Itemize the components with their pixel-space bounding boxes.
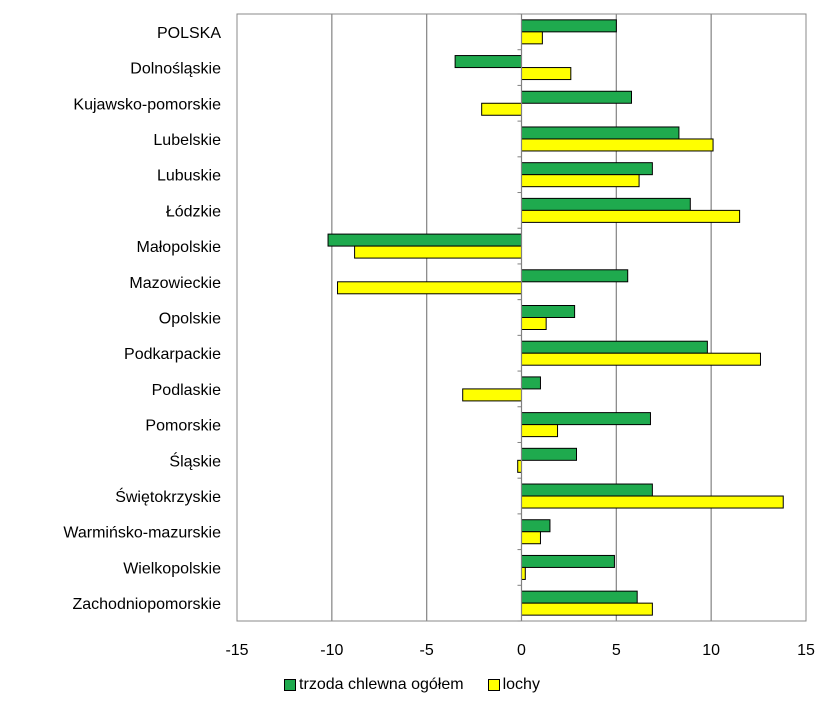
bar-series-1	[521, 31, 543, 45]
x-tick-label: -10	[320, 642, 343, 659]
bar-series-1	[521, 67, 572, 81]
zero-axis	[517, 13, 523, 622]
category-label: Pomorskie	[145, 418, 221, 435]
bar-series-0	[521, 376, 541, 390]
category-label: Warmińsko-mazurskie	[63, 525, 221, 542]
category-label: Małopolskie	[137, 239, 222, 256]
bar-series-0	[521, 590, 638, 604]
bar-series-0	[327, 233, 523, 247]
x-tick-label: 5	[612, 642, 621, 659]
bar-series-1	[521, 495, 784, 509]
category-label: Dolnośląskie	[130, 61, 221, 78]
category-label: Łódzkie	[166, 203, 221, 220]
legend-swatch-series-0	[284, 679, 297, 691]
bar-series-0	[521, 19, 617, 33]
bar-series-1	[521, 352, 761, 366]
bars	[327, 19, 784, 616]
bar-series-0	[521, 412, 651, 426]
x-tick-label: 0	[517, 642, 526, 659]
category-labels: POLSKA Dolnośląskie Kujawsko-pomorskie Lube…	[63, 25, 221, 613]
legend-item-series-1: lochy	[487, 676, 540, 694]
bar-series-0	[521, 162, 653, 176]
bar-series-0	[521, 90, 633, 104]
bar-series-1	[521, 531, 541, 545]
x-tick-label: -15	[225, 642, 248, 659]
category-label: Zachodniopomorskie	[72, 596, 221, 613]
bar-series-1	[521, 602, 653, 616]
x-tick-labels: -15 -10 -5 0 5 10 15	[225, 642, 815, 659]
bar-series-0	[521, 519, 551, 533]
bar-series-0	[521, 305, 576, 318]
bar-series-1	[521, 174, 640, 188]
bar-series-0	[454, 55, 522, 69]
bar-series-0	[521, 340, 708, 354]
category-label: Śląskie	[169, 451, 221, 470]
legend-swatch-series-1	[487, 679, 500, 691]
bar-series-0	[521, 554, 615, 568]
category-label: Podkarpackie	[124, 346, 221, 363]
legend-item-series-0: trzoda chlewna ogółem	[284, 676, 464, 694]
x-tick-label: 10	[702, 642, 720, 659]
category-label: POLSKA	[157, 25, 221, 42]
category-label: Kujawsko-pomorskie	[73, 96, 221, 113]
bar-series-1	[462, 388, 523, 402]
legend-label-series-0: trzoda chlewna ogółem	[299, 676, 464, 693]
category-label: Opolskie	[159, 311, 221, 328]
bar-series-0	[521, 447, 578, 461]
category-label: Lubelskie	[153, 132, 221, 149]
bar-series-1	[521, 424, 559, 438]
bar-series-0	[521, 197, 691, 211]
bar-series-0	[521, 126, 680, 140]
x-tick-label: 15	[797, 642, 815, 659]
bar-series-1	[521, 138, 714, 152]
bar-series-1	[337, 281, 523, 295]
legend: trzoda chlewna ogółem lochy	[0, 676, 824, 694]
bar-series-1	[521, 317, 547, 330]
category-label: Podlaskie	[152, 382, 221, 399]
category-label: Wielkopolskie	[123, 560, 221, 577]
category-label: Mazowieckie	[129, 275, 221, 292]
gridlines	[331, 14, 712, 621]
legend-label-series-1: lochy	[502, 676, 540, 693]
bar-series-0	[521, 483, 653, 497]
x-tick-label: -5	[420, 642, 434, 659]
bar-series-1	[521, 209, 741, 223]
bar-series-0	[521, 269, 629, 283]
bar-series-1	[354, 245, 522, 259]
bar-series-1	[481, 102, 523, 116]
category-label: Lubuskie	[157, 168, 221, 185]
category-label: Świętokrzyskie	[115, 487, 221, 506]
